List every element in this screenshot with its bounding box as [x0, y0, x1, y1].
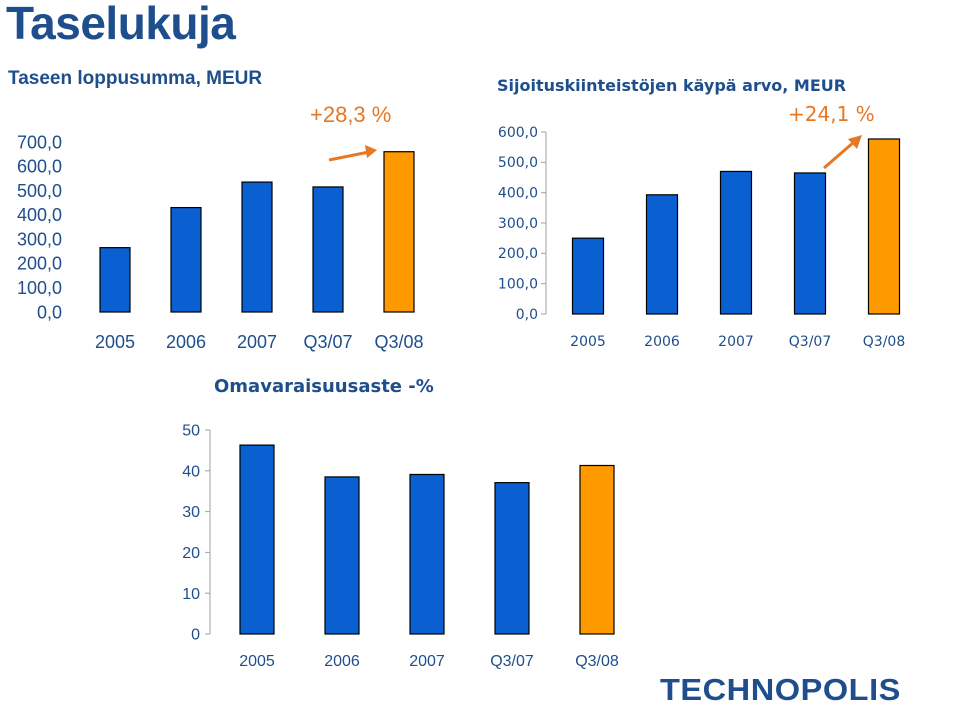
chart2-y-tick-label: 600,0 — [498, 125, 538, 141]
chart3-x-tick-label: 2005 — [239, 653, 275, 670]
chart3-x-tick-label: Q3/07 — [490, 653, 534, 670]
chart3-y-tick-label: 40 — [182, 463, 200, 480]
chart2-x-tick-label: 2006 — [644, 334, 680, 350]
chart1-bar-2006 — [170, 206, 202, 313]
chart1-plot: 0,0 100,0 200,0 300,0 400,0 500,0 600,0 700,0 20… — [17, 132, 424, 352]
chart3-bar-2005 — [239, 444, 275, 635]
chart2-x-tick-label: 2007 — [718, 334, 754, 350]
chart2-bar-q3-08 — [867, 138, 901, 315]
chart1-y-tick-label: 300,0 — [17, 229, 62, 249]
chart1-x-tick-label: 2006 — [166, 332, 206, 352]
chart1-x-tick-label: Q3/07 — [303, 332, 352, 352]
chart2-y-tick-label: 500,0 — [498, 155, 538, 171]
chart1-x-tick-label: 2005 — [95, 332, 135, 352]
chart1-growth-arrow-icon — [328, 145, 377, 162]
chart1-bar-q3-08 — [383, 151, 415, 313]
chart3-y-tick-label: 20 — [182, 545, 200, 562]
chart2-y-tick-label: 0,0 — [516, 307, 538, 323]
chart2-x-tick-label: Q3/07 — [789, 334, 831, 350]
chart1-y-tick-label: 0,0 — [37, 302, 62, 322]
chart2-x-tick-label: 2005 — [570, 334, 606, 350]
chart1-x-tick-label: 2007 — [237, 332, 277, 352]
chart2-y-tick-label: 400,0 — [498, 186, 538, 202]
chart2-bar-2006 — [645, 194, 679, 315]
chart2-growth-arrow-icon — [823, 135, 862, 170]
chart3-y-tick-label: 30 — [182, 504, 200, 521]
chart3-bar-q3-08 — [579, 464, 615, 635]
chart3-bar-2006 — [324, 476, 360, 635]
chart3-bar-q3-07 — [494, 482, 530, 635]
chart2-y-tick-label: 100,0 — [498, 277, 538, 293]
chart3-x-tick-label: 2006 — [324, 653, 360, 670]
chart1-bar-2005 — [99, 247, 131, 313]
page-title: Taselukuja — [6, 0, 236, 49]
chart2-plot: 0,0 100,0 200,0 300,0 400,0 500,0 600,0 2005 200… — [498, 125, 905, 350]
chart3-y-tick-label: 50 — [182, 423, 200, 440]
chart1-x-tick-label: Q3/08 — [374, 332, 423, 352]
chart2-y-tick-label: 200,0 — [498, 246, 538, 262]
chart3-bar-2007 — [409, 473, 445, 635]
chart1-y-tick-label: 100,0 — [17, 278, 62, 298]
chart1-bar-2007 — [241, 181, 273, 313]
chart2-bar-2007 — [719, 170, 753, 315]
chart3-title: Omavaraisuusaste -% — [214, 376, 434, 397]
chart2-y-tick-label: 300,0 — [498, 216, 538, 232]
chart2-title: Sijoituskiinteistöjen käypä arvo, MEUR — [497, 76, 847, 95]
chart1-y-tick-label: 500,0 — [17, 181, 62, 201]
chart2-x-tick-label: Q3/08 — [863, 334, 905, 350]
chart1-title: Taseen loppusumma, MEUR — [8, 68, 263, 89]
chart1-bar-q3-07 — [312, 186, 344, 313]
chart2-bar-2005 — [571, 237, 605, 315]
chart3-plot: 0 10 20 30 40 50 2005 2006 2007 Q3/07 Q3/08 — [182, 423, 619, 670]
chart3-x-tick-label: Q3/08 — [575, 653, 619, 670]
chart2-bar-q3-07 — [793, 172, 827, 315]
chart1-y-tick-label: 700,0 — [17, 132, 62, 152]
chart1-y-tick-label: 600,0 — [17, 157, 62, 177]
chart3-y-tick-label: 10 — [182, 586, 200, 603]
chart3-x-tick-label: 2007 — [409, 653, 445, 670]
technopolis-logo: TECHNOPOLIS — [660, 672, 901, 707]
chart1-y-tick-label: 200,0 — [17, 254, 62, 274]
chart2-growth-annotation: +24,1 % — [788, 102, 875, 126]
chart1-y-tick-label: 400,0 — [17, 205, 62, 225]
chart1-growth-annotation: +28,3 % — [310, 102, 392, 127]
chart3-y-tick-label: 0 — [191, 627, 200, 644]
